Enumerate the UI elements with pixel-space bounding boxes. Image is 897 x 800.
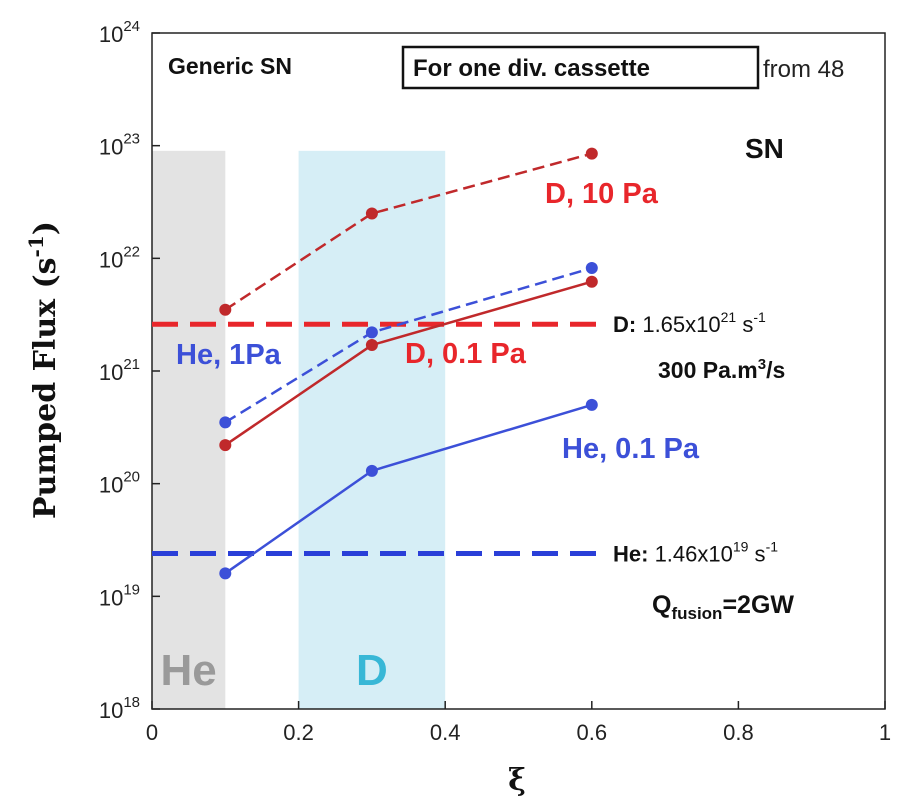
y-tick-label-2: 1020 — [99, 469, 140, 498]
y-axis-label-sup: -1 — [24, 235, 48, 257]
series-2-point-2 — [585, 275, 598, 288]
d-10pa-label: D, 10 Pa — [545, 178, 659, 210]
q-fusion-sub: fusion — [671, 604, 722, 623]
cassette-label: For one div. cassette — [413, 55, 650, 82]
x-tick-label-0: 0 — [146, 720, 158, 745]
series-1-point-0 — [219, 416, 232, 429]
pa-m3s-main: 300 Pa.m — [658, 357, 758, 383]
pa-m3s-label: 300 Pa.m3/s — [658, 356, 785, 383]
x-axis-label: ξ — [508, 763, 526, 798]
d-01pa-label: D, 0.1 Pa — [405, 338, 527, 370]
y-axis-label: Pumped Flux (s-1) — [24, 221, 63, 519]
generic-sn-label: Generic SN — [168, 53, 292, 79]
series-3-point-2 — [585, 398, 598, 411]
ref-label-1: He: 1.46x1019 s-1 — [613, 538, 778, 566]
series-1-point-1 — [365, 326, 378, 339]
y-axis-label-main: Pumped Flux (s — [28, 257, 63, 519]
x-tick-label-1: 0.2 — [283, 720, 314, 745]
series-0-point-1 — [365, 207, 378, 220]
y-tick-label-5: 1023 — [99, 131, 140, 160]
data-series — [219, 147, 598, 580]
q-fusion-label: Qfusion=2GW — [652, 591, 794, 623]
series-2-point-1 — [365, 339, 378, 352]
x-tick-label-3: 0.6 — [577, 720, 608, 745]
sn-label: SN — [745, 133, 784, 164]
he-01pa-label: He, 0.1 Pa — [562, 433, 700, 465]
y-tick-label-0: 1018 — [99, 694, 140, 723]
q-fusion-q: Q — [652, 591, 671, 619]
axis-ticks: 0 0.2 0.4 0.6 0.8 1 1018 1019 1020 1021 1022 1023 10… — [99, 18, 891, 745]
region-label-1: D — [356, 646, 388, 695]
x-tick-label-4: 0.8 — [723, 720, 754, 745]
region-0 — [152, 150, 226, 709]
y-tick-label-3: 1021 — [99, 356, 140, 385]
y-tick-label-4: 1022 — [99, 243, 140, 272]
x-tick-label-5: 1 — [879, 720, 891, 745]
y-tick-label-6: 1024 — [99, 18, 140, 47]
q-fusion-tail: =2GW — [722, 591, 794, 619]
series-2-point-0 — [219, 439, 232, 452]
cassette-box — [401, 45, 760, 90]
shaded-regions: He D — [152, 150, 446, 709]
series-line-0 — [224, 152, 593, 311]
y-axis-label-close: ) — [28, 221, 63, 235]
series-3-point-0 — [219, 567, 232, 580]
ref-label-0: D: 1.65x1021 s-1 — [613, 309, 766, 337]
region-label-0: He — [161, 646, 217, 695]
series-0-point-2 — [585, 147, 598, 160]
reference-lines: D: 1.65x1021 s-1 He: 1.46x1019 s-1 — [152, 309, 778, 566]
he-1pa-label: He, 1Pa — [176, 339, 282, 371]
pa-m3s-sup: 3 — [758, 356, 766, 373]
series-0-point-0 — [219, 303, 232, 316]
y-tick-label-1: 1019 — [99, 581, 140, 610]
x-tick-label-2: 0.4 — [430, 720, 461, 745]
region-1 — [298, 150, 446, 709]
from-48-label: from 48 — [763, 56, 844, 83]
pa-m3s-tail: /s — [766, 357, 785, 383]
series-3-point-1 — [365, 464, 378, 477]
series-1-point-2 — [585, 262, 598, 275]
